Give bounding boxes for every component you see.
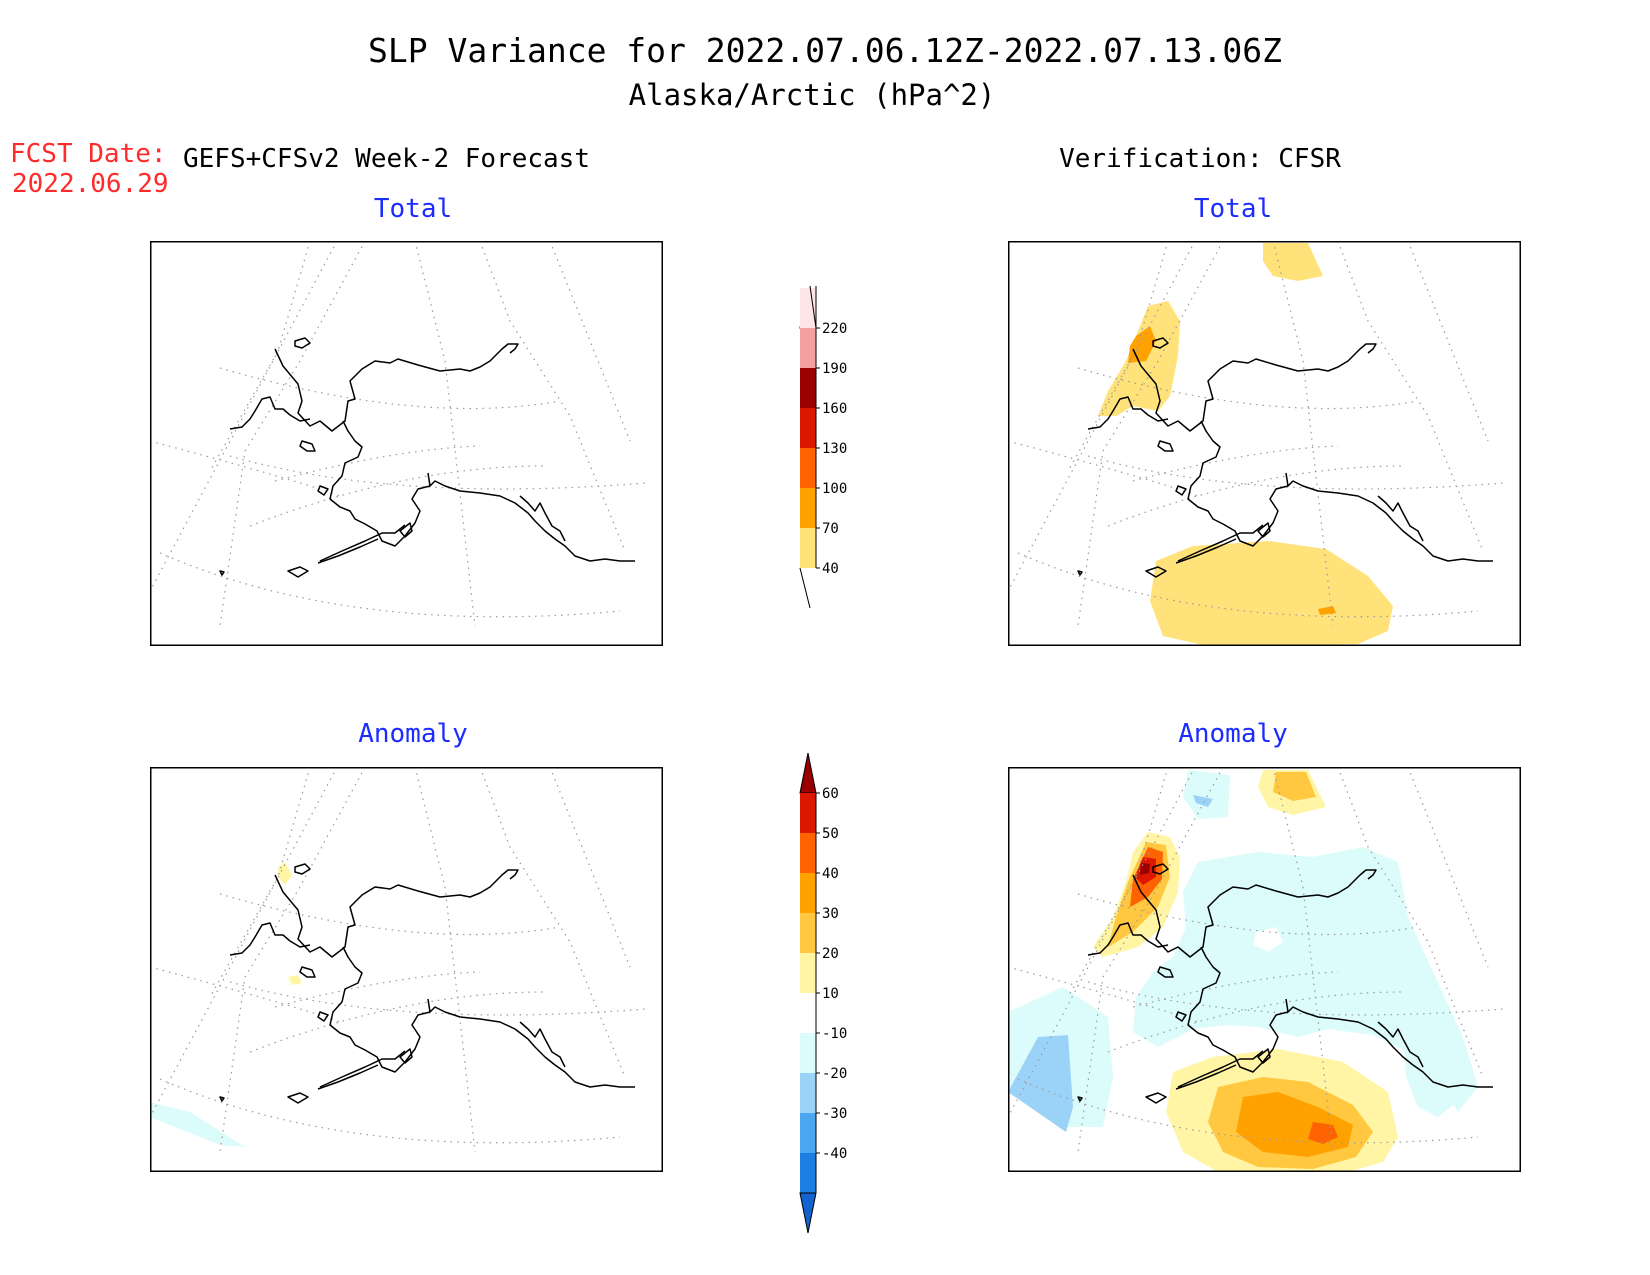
forecast-anomaly-shading: [150, 862, 302, 1147]
anomaly-colorbar-label: 40: [822, 866, 839, 882]
fcst-date-label: FCST Date:: [10, 139, 167, 169]
total-colorbar-label: 160: [822, 401, 847, 417]
total-colorbar: 220 190 160 130 100 70 40: [799, 285, 847, 609]
verification-column-title: Verification: CFSR: [1059, 144, 1341, 174]
fcst-date-value: 2022.06.29: [12, 169, 169, 199]
anomaly-colorbar-label: -40: [822, 1146, 847, 1162]
forecast-total-title: Total: [374, 194, 452, 224]
anomaly-colorbar-swatch: [800, 873, 816, 913]
anomaly-colorbar-swatch: [800, 913, 816, 953]
total-colorbar-swatch: [800, 448, 816, 488]
anomaly-colorbar-label: -30: [822, 1106, 847, 1122]
anomaly-colorbar-swatch: [800, 793, 816, 833]
total-colorbar-top-edge: [809, 285, 817, 329]
anomaly-colorbar-swatch: [800, 953, 816, 993]
forecast-anomaly-map: [150, 767, 663, 1172]
total-colorbar-label: 70: [822, 521, 839, 537]
anomaly-colorbar: 60 50 40 30 20 10 -10 -20 -30 -40: [799, 752, 847, 1234]
forecast-anomaly-title: Anomaly: [358, 719, 468, 749]
total-colorbar-bottom-cap: [799, 567, 811, 609]
verification-total-title: Total: [1194, 194, 1272, 224]
anomaly-colorbar-top-cap: [799, 752, 817, 794]
total-colorbar-swatch: [800, 488, 816, 528]
anomaly-colorbar-swatch: [800, 833, 816, 873]
anomaly-colorbar-swatch: [800, 1033, 816, 1073]
forecast-column-title: GEFS+CFSv2 Week-2 Forecast: [183, 144, 590, 174]
anomaly-colorbar-label: 20: [822, 946, 839, 962]
anomaly-colorbar-label: 50: [822, 826, 839, 842]
anomaly-colorbar-label: 30: [822, 906, 839, 922]
total-colorbar-swatch: [800, 368, 816, 408]
anomaly-colorbar-label: 60: [822, 786, 839, 802]
anomaly-colorbar-swatch: [800, 1073, 816, 1113]
verification-anomaly-map: [1008, 767, 1521, 1172]
total-colorbar-label: 220: [822, 321, 847, 337]
anomaly-colorbar-bottom-cap: [799, 1192, 817, 1234]
anomaly-colorbar-label: -10: [822, 1026, 847, 1042]
total-colorbar-label: 130: [822, 441, 847, 457]
anomaly-colorbar-label: -20: [822, 1066, 847, 1082]
figure-title: SLP Variance for 2022.07.06.12Z-2022.07.…: [368, 31, 1282, 70]
figure-subtitle: Alaska/Arctic (hPa^2): [629, 78, 996, 112]
forecast-total-map: [150, 241, 663, 646]
total-colorbar-label: 40: [822, 561, 839, 577]
total-colorbar-label: 190: [822, 361, 847, 377]
total-colorbar-swatch: [800, 408, 816, 448]
total-colorbar-swatch: [800, 528, 816, 568]
anomaly-colorbar-label: 10: [822, 986, 839, 1002]
verification-anomaly-title: Anomaly: [1178, 719, 1288, 749]
anomaly-colorbar-swatch: [800, 1153, 816, 1193]
verification-total-map: [1008, 241, 1521, 646]
anomaly-colorbar-swatch: [800, 993, 816, 1033]
anomaly-colorbar-swatch: [800, 1113, 816, 1153]
total-colorbar-label: 100: [822, 481, 847, 497]
total-colorbar-swatch: [800, 328, 816, 368]
